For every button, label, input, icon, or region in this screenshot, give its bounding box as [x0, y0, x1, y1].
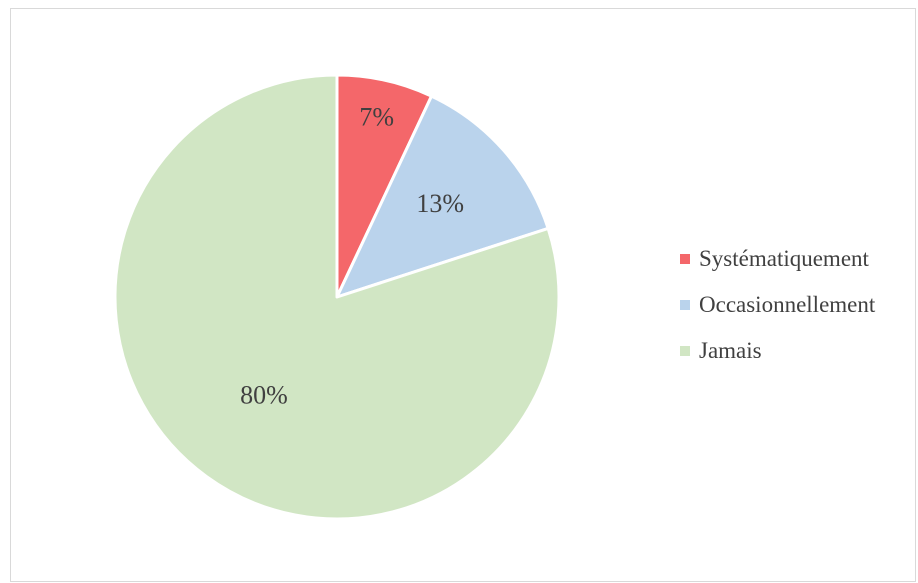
legend-label: Systématiquement	[699, 246, 869, 271]
legend-swatch	[680, 346, 690, 356]
legend-swatch	[680, 300, 690, 310]
data-label: 80%	[240, 381, 288, 410]
pie-data-labels: 7% 13% 80%	[240, 102, 464, 409]
legend-item-occasionnellement: Occasionnellement	[680, 282, 875, 328]
legend-swatch	[680, 254, 690, 264]
data-label: 7%	[359, 102, 394, 131]
legend-item-jamais: Jamais	[680, 328, 875, 374]
legend-item-systematiquement: Systématiquement	[680, 236, 875, 282]
pie-slice-jamais	[113, 73, 561, 521]
legend-label: Jamais	[699, 338, 762, 363]
pie-slices	[113, 73, 561, 521]
data-label: 13%	[416, 189, 464, 218]
pie-slice-occasionnellement	[335, 94, 550, 299]
legend: Systématiquement Occasionnellement Jamai…	[680, 236, 875, 374]
legend-label: Occasionnellement	[699, 292, 876, 317]
